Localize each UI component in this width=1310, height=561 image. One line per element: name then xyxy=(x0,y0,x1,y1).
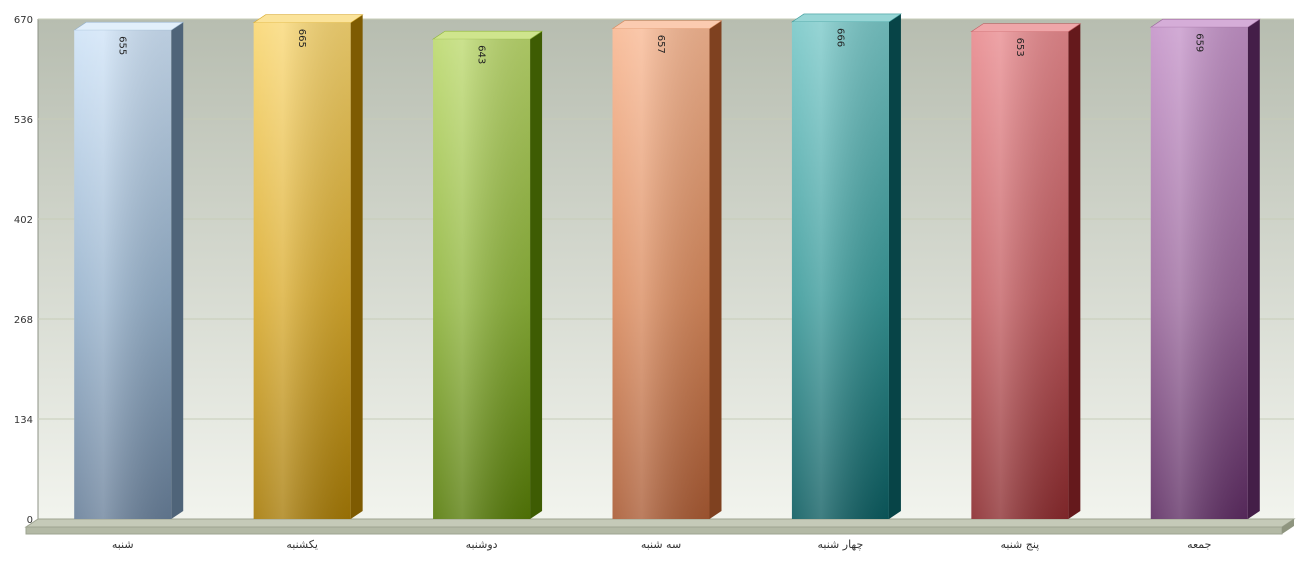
bar-value-label: 666 xyxy=(834,28,845,47)
bar-top xyxy=(611,20,723,30)
bar-shine xyxy=(612,28,710,520)
bar-side xyxy=(1247,19,1260,520)
x-tick-label: دوشنبه xyxy=(466,538,498,551)
bar-shine xyxy=(74,30,172,519)
bar-side xyxy=(171,22,184,519)
y-tick-label: 536 xyxy=(14,115,33,126)
bar-top xyxy=(790,13,902,23)
bar-top xyxy=(73,21,185,31)
y-tick-label: 268 xyxy=(14,315,33,326)
bar-value-label: 657 xyxy=(655,35,666,54)
bar[interactable] xyxy=(252,14,364,519)
bar[interactable] xyxy=(970,23,1082,520)
x-tick-label: جمعه xyxy=(1187,538,1211,551)
bar-top xyxy=(252,14,364,24)
bar-shine xyxy=(1150,27,1248,520)
bar-value-label: 653 xyxy=(1014,38,1025,57)
y-tick-label: 0 xyxy=(27,515,33,526)
bar-side xyxy=(709,20,722,520)
y-tick-label: 670 xyxy=(14,15,33,26)
bar[interactable] xyxy=(790,13,902,519)
floor-front xyxy=(25,526,1283,535)
x-tick-label: یکشنبه xyxy=(286,538,318,551)
bar-side xyxy=(350,14,363,519)
bar-value-label: 655 xyxy=(117,36,128,55)
y-tick-label: 402 xyxy=(14,215,33,226)
x-tick-label: چهار شنبه xyxy=(818,538,864,551)
x-tick-label: پنج شنبه xyxy=(1000,538,1039,551)
floor-top xyxy=(24,518,1296,528)
bar-side xyxy=(888,13,901,519)
bar-top xyxy=(432,30,544,40)
bar-shine xyxy=(791,21,889,519)
bar-value-label: 643 xyxy=(476,45,487,64)
bar[interactable] xyxy=(432,30,544,519)
bar[interactable] xyxy=(1149,18,1261,520)
bar-value-label: 665 xyxy=(296,29,307,48)
bar-shine xyxy=(971,31,1069,520)
bar[interactable] xyxy=(73,21,185,519)
bar-top xyxy=(1149,18,1261,28)
bar-shine xyxy=(433,39,531,519)
bar-value-label: 659 xyxy=(1193,33,1204,52)
x-tick-label: سه شنبه xyxy=(641,538,681,551)
bar[interactable] xyxy=(611,20,723,520)
bar-side xyxy=(1068,23,1081,520)
bar-side xyxy=(530,31,543,519)
bar-shine xyxy=(253,22,351,519)
y-tick-label: 134 xyxy=(14,415,33,426)
floor-side xyxy=(1282,519,1294,534)
x-tick-label: شنبه xyxy=(112,538,134,551)
bar-top xyxy=(970,23,1082,32)
